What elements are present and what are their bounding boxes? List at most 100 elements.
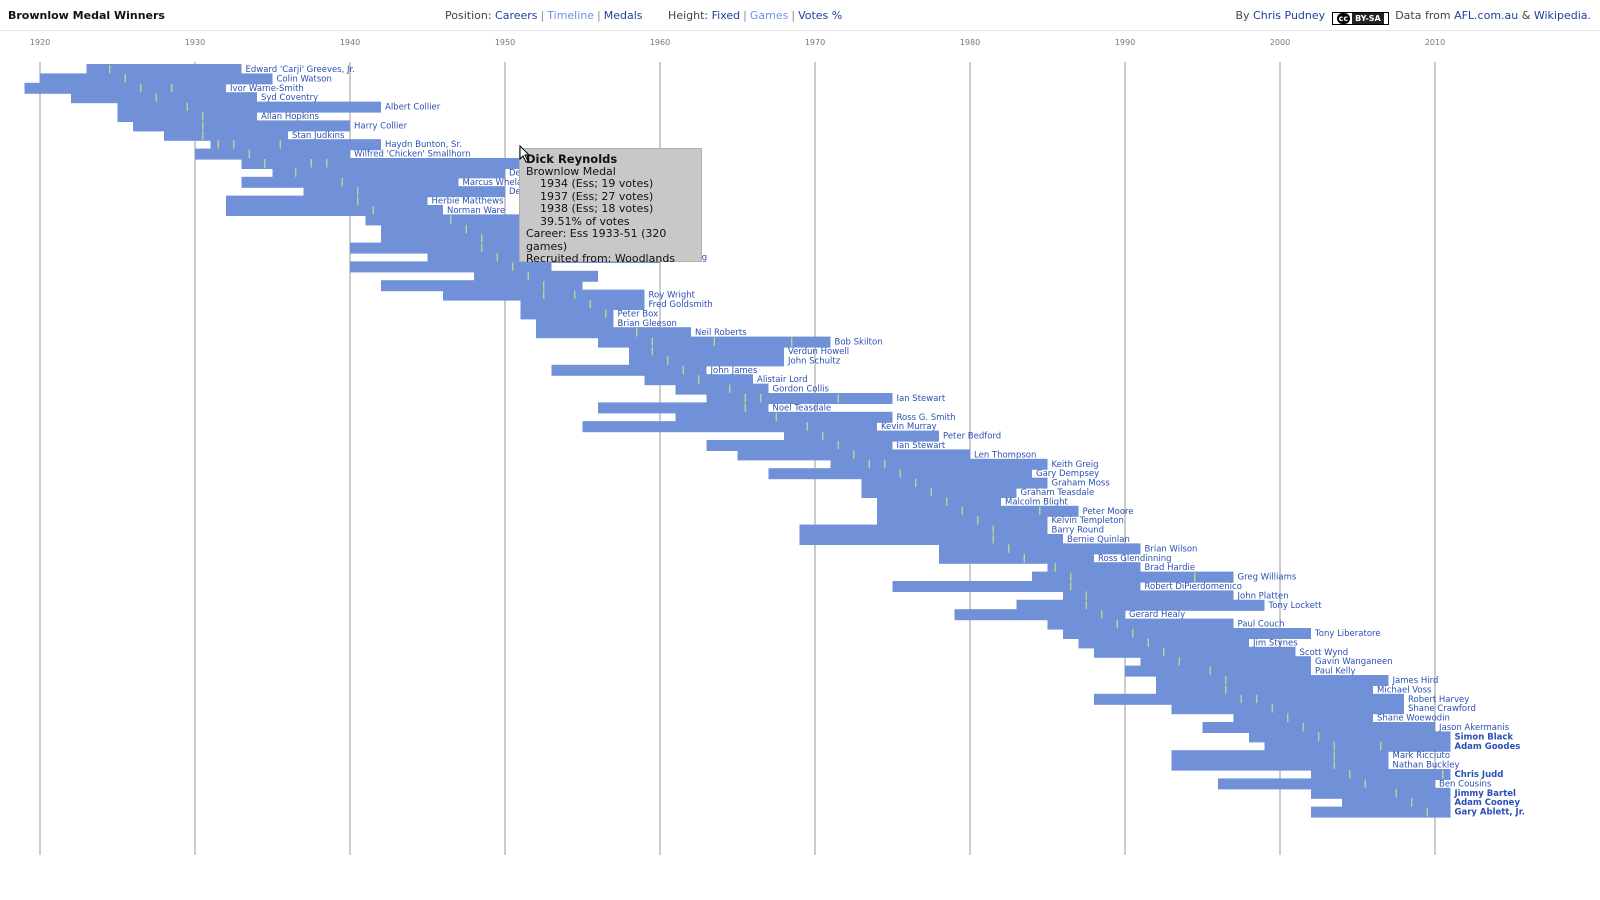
career-row[interactable] xyxy=(474,270,598,282)
career-bar[interactable] xyxy=(272,167,506,179)
career-bar[interactable] xyxy=(1047,618,1234,630)
career-row[interactable]: Syd Coventry xyxy=(71,92,318,104)
career-bar[interactable] xyxy=(939,543,1141,555)
position-careers-link[interactable]: Careers xyxy=(495,9,538,22)
career-row[interactable]: Albert Collier xyxy=(117,101,441,113)
player-name-label[interactable]: Noel Teasdale xyxy=(773,403,832,413)
career-row[interactable]: Jimmy Bartel xyxy=(1311,787,1517,799)
career-bar[interactable] xyxy=(1094,693,1404,705)
career-bar[interactable] xyxy=(1264,740,1451,752)
player-name-label[interactable]: Greg Williams xyxy=(1238,573,1297,583)
career-row[interactable]: Roy Wright xyxy=(443,289,696,301)
player-name-label[interactable]: Adam Cooney xyxy=(1455,798,1521,808)
career-row[interactable]: Kevin Murray xyxy=(582,421,937,433)
career-bar[interactable] xyxy=(365,214,521,226)
player-name-label[interactable]: Robert Harvey xyxy=(1408,695,1469,705)
career-bar[interactable] xyxy=(195,148,350,160)
player-name-label[interactable]: Robert DiPierdomenico xyxy=(1145,582,1242,592)
career-row[interactable]: Marcus Whelan xyxy=(241,176,528,188)
career-row[interactable]: Noel Teasdale xyxy=(598,402,832,414)
player-name-label[interactable]: Gary Dempsey xyxy=(1036,469,1099,479)
career-bar[interactable] xyxy=(1311,769,1451,780)
career-row[interactable]: Brian Gleeson xyxy=(536,317,677,329)
career-row[interactable]: Paul Kelly xyxy=(1125,665,1356,677)
career-row[interactable]: Barry Round xyxy=(799,524,1105,536)
career-bar[interactable] xyxy=(877,515,1048,527)
player-name-label[interactable]: Brad Hardie xyxy=(1145,563,1196,573)
career-row[interactable]: Peter Box xyxy=(520,308,659,320)
career-bar[interactable] xyxy=(536,317,614,329)
player-name-label[interactable]: Kevin Murray xyxy=(881,422,937,432)
career-row[interactable]: Gary Ablett, Jr. xyxy=(1311,806,1525,818)
career-row[interactable]: Nathan Buckley xyxy=(1171,759,1460,771)
career-bar[interactable] xyxy=(350,261,552,273)
career-bar[interactable] xyxy=(226,195,428,207)
player-name-label[interactable]: Tony Liberatore xyxy=(1314,629,1381,639)
career-row[interactable]: Haydn Bunton, Sr. xyxy=(210,139,462,151)
career-row[interactable]: James Hird xyxy=(1156,675,1438,686)
wikipedia-source-link[interactable]: Wikipedia. xyxy=(1533,9,1591,22)
player-name-label[interactable]: Peter Box xyxy=(618,309,659,319)
career-row[interactable]: Fred Goldsmith xyxy=(520,299,713,310)
career-row[interactable]: Tony Liberatore xyxy=(1063,628,1381,639)
career-row[interactable]: Mark Ricciuto xyxy=(1171,750,1451,762)
player-name-label[interactable]: Gary Ablett, Jr. xyxy=(1455,808,1525,818)
player-name-label[interactable]: Allan Hopkins xyxy=(261,112,319,122)
career-row[interactable]: Gerard Healy xyxy=(954,609,1186,621)
career-bar[interactable] xyxy=(241,176,459,188)
career-row[interactable]: John Platten xyxy=(1063,590,1289,602)
career-bar[interactable] xyxy=(1156,684,1373,696)
career-row[interactable]: Len Thompson xyxy=(737,449,1037,461)
player-name-label[interactable]: Verdun Howell xyxy=(788,347,849,357)
career-row[interactable]: Bernie Quinlan xyxy=(799,534,1130,545)
career-bar[interactable] xyxy=(551,364,707,376)
career-bar[interactable] xyxy=(1016,599,1265,611)
career-row[interactable]: Wilfred 'Chicken' Smallhorn xyxy=(195,148,470,160)
career-row[interactable]: Herbie Matthews xyxy=(226,195,504,207)
career-bar[interactable] xyxy=(1094,646,1296,658)
career-row[interactable]: Gary Dempsey xyxy=(768,468,1100,480)
player-name-label[interactable]: Jimmy Bartel xyxy=(1454,789,1517,799)
career-row[interactable]: Brad Hardie xyxy=(1047,562,1196,574)
height-votes-link[interactable]: Votes % xyxy=(798,9,843,22)
player-name-label[interactable]: Brian Gleeson xyxy=(618,319,677,329)
career-row[interactable]: Gavin Wanganeen xyxy=(1140,656,1393,668)
career-bar[interactable] xyxy=(629,346,784,357)
career-row[interactable]: Ian Stewart xyxy=(706,393,946,404)
career-bar[interactable] xyxy=(1171,703,1405,715)
player-name-label[interactable]: Scott Wynd xyxy=(1300,648,1349,658)
career-bar[interactable] xyxy=(241,158,521,169)
career-bar[interactable] xyxy=(861,487,1017,498)
player-name-label[interactable]: Ross G. Smith xyxy=(897,413,956,423)
career-bar[interactable] xyxy=(226,205,443,216)
career-bar[interactable] xyxy=(1218,778,1435,790)
career-row[interactable]: Jason Akermanis xyxy=(1202,722,1510,733)
player-name-label[interactable]: Edward 'Carji' Greeves, Jr. xyxy=(246,65,355,75)
player-name-label[interactable]: Nathan Buckley xyxy=(1393,761,1460,771)
career-row[interactable] xyxy=(365,214,521,226)
career-row[interactable]: John Schultz xyxy=(629,355,841,367)
career-row[interactable] xyxy=(350,242,536,254)
career-bar[interactable] xyxy=(1063,590,1234,602)
career-row[interactable] xyxy=(381,280,583,292)
career-row[interactable] xyxy=(381,233,552,245)
career-bar[interactable] xyxy=(1156,675,1389,686)
career-bar[interactable] xyxy=(799,534,1064,545)
career-bar[interactable] xyxy=(1249,731,1451,743)
career-bar[interactable] xyxy=(71,92,257,104)
career-row[interactable]: Verdun Howell xyxy=(629,346,849,357)
career-bar[interactable] xyxy=(877,496,1001,508)
player-name-label[interactable]: Haydn Bunton, Sr. xyxy=(385,140,462,150)
player-name-label[interactable]: Paul Couch xyxy=(1238,620,1285,630)
player-name-label[interactable]: Shane Crawford xyxy=(1408,704,1476,714)
career-row[interactable]: Neil Roberts xyxy=(536,327,747,339)
career-row[interactable]: Ivor Warne-Smith xyxy=(24,82,304,94)
height-fixed-link[interactable]: Fixed xyxy=(711,9,741,22)
player-name-label[interactable]: Barry Round xyxy=(1052,526,1105,536)
career-bar[interactable] xyxy=(706,393,893,404)
career-bar[interactable] xyxy=(1233,712,1374,724)
player-name-label[interactable]: Peter Bedford xyxy=(943,432,1001,442)
player-name-label[interactable]: Fred Goldsmith xyxy=(649,300,713,310)
player-name-label[interactable]: Jason Akermanis xyxy=(1438,723,1510,733)
player-name-label[interactable]: Graham Moss xyxy=(1052,479,1111,489)
